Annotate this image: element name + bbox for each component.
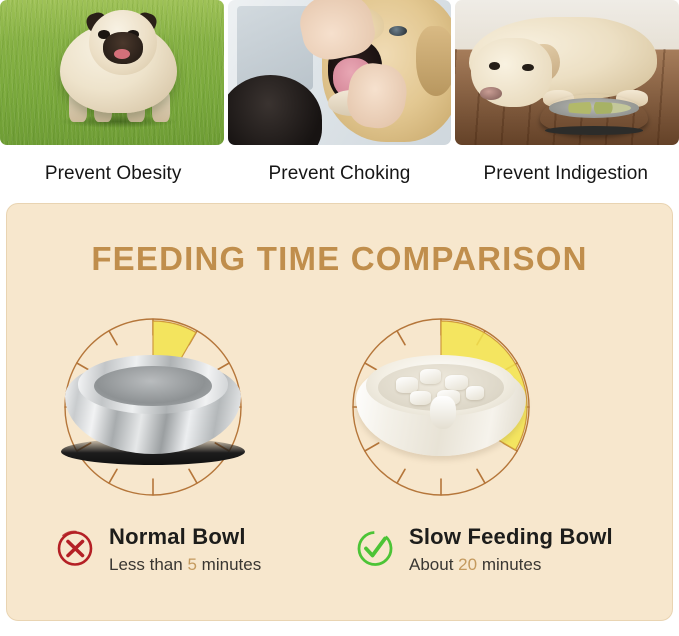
retriever-eye [388, 26, 407, 37]
pug-eye [98, 30, 110, 40]
result-subtitle: About 20 minutes [409, 552, 613, 578]
caption-prevent-indigestion: Prevent Indigestion [483, 163, 649, 184]
slow-feeding-bowl-image [349, 351, 533, 463]
subtitle-suffix: minutes [201, 555, 262, 574]
feeding-time-comparison-panel: FEEDING TIME COMPARISON [6, 203, 673, 621]
check-icon [357, 531, 393, 566]
labrador-photo-illustration [455, 0, 679, 145]
pug-muzzle [102, 31, 144, 64]
subtitle-prefix: About [409, 555, 454, 574]
dial-normal-bowl [55, 309, 251, 505]
pug-shadow [58, 114, 179, 128]
maze-ridge [395, 377, 419, 393]
benefit-photo-prevent-obesity [0, 0, 224, 145]
maze-ridge [465, 386, 485, 400]
subtitle-prefix: Less than [109, 555, 183, 574]
result-slow-feeding-bowl: Slow Feeding Bowl About 20 minutes [355, 522, 655, 594]
labrador-eye [522, 63, 534, 72]
stainless-steel-bowl [61, 351, 245, 466]
subtitle-suffix: minutes [481, 555, 542, 574]
normal-bowl-image [61, 351, 245, 466]
labrador-eye [488, 62, 501, 70]
maze-ridge [410, 390, 431, 406]
benefit-photo-prevent-choking [227, 0, 452, 145]
benefit-caption-row: Prevent Obesity Prevent Choking Prevent … [0, 152, 679, 196]
pug-tongue [114, 49, 130, 60]
result-normal-bowl: Normal Bowl Less than 5 minutes [55, 522, 355, 594]
result-title: Normal Bowl [109, 524, 246, 549]
vet-photo-illustration [227, 0, 452, 145]
result-text-normal-bowl: Normal Bowl Less than 5 minutes [109, 522, 261, 578]
steel-food-bowl [540, 94, 647, 135]
maze-ridge [445, 374, 468, 390]
benefit-photo-row [0, 0, 679, 145]
subtitle-number: 5 [187, 555, 197, 574]
retriever-ear [415, 26, 452, 96]
bowl-interior [94, 365, 212, 406]
caption-prevent-obesity: Prevent Obesity [44, 163, 182, 184]
result-text-slow-feeding-bowl: Slow Feeding Bowl About 20 minutes [409, 522, 613, 578]
maze-ridge [420, 369, 441, 384]
caption-prevent-choking: Prevent Choking [268, 163, 411, 184]
subtitle-number: 20 [458, 555, 478, 574]
panel-title: FEEDING TIME COMPARISON [91, 240, 588, 277]
bowl-rubber-base [544, 125, 644, 135]
cross-icon [57, 530, 93, 566]
vet-head-silhouette [227, 75, 322, 145]
pug-photo-illustration [0, 0, 224, 145]
maze-center-post [429, 395, 456, 430]
result-subtitle: Less than 5 minutes [109, 552, 261, 578]
bowl-food [557, 101, 631, 114]
benefit-photo-prevent-indigestion [455, 0, 679, 145]
dial-slow-feeding-bowl [343, 309, 539, 505]
result-title: Slow Feeding Bowl [409, 524, 613, 549]
labrador-nose [479, 87, 503, 101]
ceramic-slow-feeder-bowl [349, 351, 533, 463]
